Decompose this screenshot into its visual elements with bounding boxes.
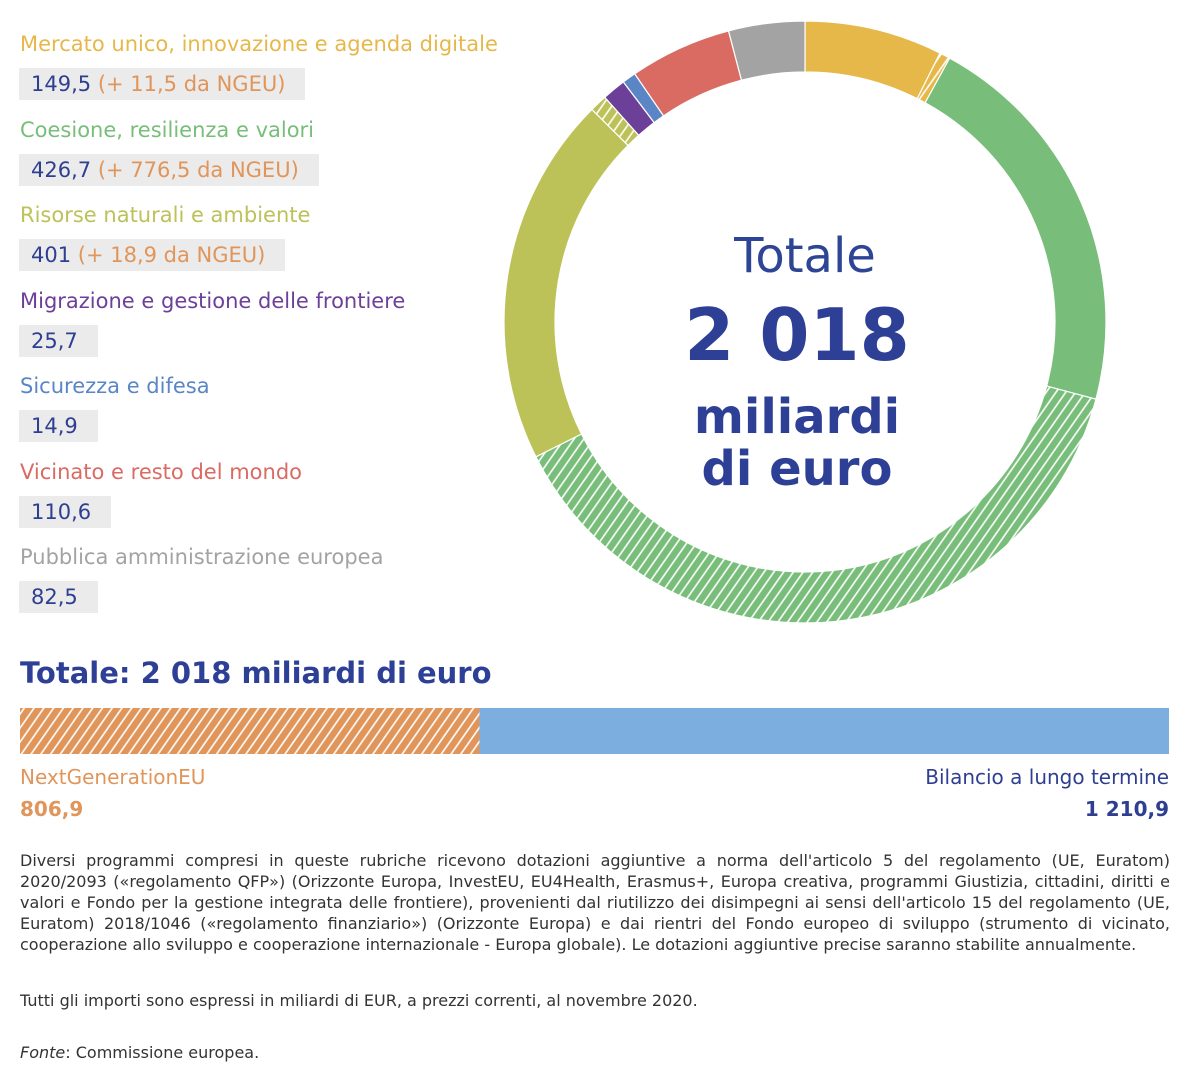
ngeu-label: (+ 11,5 da NGEU) (97, 72, 286, 96)
donut-segment (804, 20, 941, 100)
legend-value-box: 82,5 (19, 581, 98, 613)
source-text: : Commissione europea. (65, 1043, 260, 1062)
legend-value-box: 25,7 (19, 324, 98, 357)
legend-value-box: 110,6 (19, 495, 112, 528)
donut-segment (503, 108, 629, 458)
donut-segment (924, 57, 1107, 400)
legend-value-box: 401 (+ 18,9 da NGEU) (19, 239, 286, 271)
value-label: 82,5 (31, 585, 78, 609)
bar-value-label: 806,9 (20, 797, 84, 821)
value-label: 25,7 (31, 328, 78, 353)
center-unit: di euro (702, 441, 893, 497)
legend-value-box: 426,7 (+ 776,5 da NGEU) (19, 153, 319, 186)
value-label: 149,5 (31, 72, 92, 96)
legend-value-box: 14,9 (19, 410, 98, 442)
value-label: 401 (31, 243, 72, 267)
legend-label: Migrazione e gestione delle frontiere (20, 288, 406, 313)
legend-label: Risorse naturali e ambiente (20, 203, 311, 227)
center-total: 2 018 (684, 293, 909, 377)
source-label: Fonte (20, 1043, 66, 1062)
bar-title: Totale: 2 018 miliardi di euro (20, 656, 492, 690)
value-label: 14,9 (31, 414, 78, 438)
center-label: Totale (733, 228, 876, 284)
donut-segment (535, 385, 1097, 624)
legend-label: Pubblica amministrazione europea (20, 545, 384, 569)
bar-segment (479, 708, 1169, 754)
legend-label: Coesione, resilienza e valori (20, 117, 315, 142)
legend-label: Sicurezza e difesa (20, 374, 210, 398)
source: Fonte: Commissione europea. (20, 1042, 1170, 1063)
legend-label: Mercato unico, innovazione e agenda digi… (20, 32, 498, 56)
donut-segment (727, 20, 806, 81)
note: Tutti gli importi sono espressi in milia… (20, 991, 698, 1010)
ngeu-label: (+ 776,5 da NGEU) (97, 157, 299, 182)
bar-value-label: 1 210,9 (1084, 797, 1169, 821)
value-label: 426,7 (31, 157, 92, 182)
note: Diversi programmi compresi in queste rub… (20, 851, 1170, 954)
value-label: 110,6 (31, 499, 92, 524)
bar-legend-name: Bilancio a lungo termine (925, 765, 1169, 789)
ngeu-label: (+ 18,9 da NGEU) (77, 243, 266, 267)
bar-legend-name: NextGenerationEU (20, 765, 206, 789)
legend-label: Vicinato e resto del mondo (20, 459, 302, 484)
legend-value-box: 149,5 (+ 11,5 da NGEU) (19, 68, 306, 100)
bar-segment (20, 708, 480, 754)
center-unit: miliardi (694, 389, 900, 445)
